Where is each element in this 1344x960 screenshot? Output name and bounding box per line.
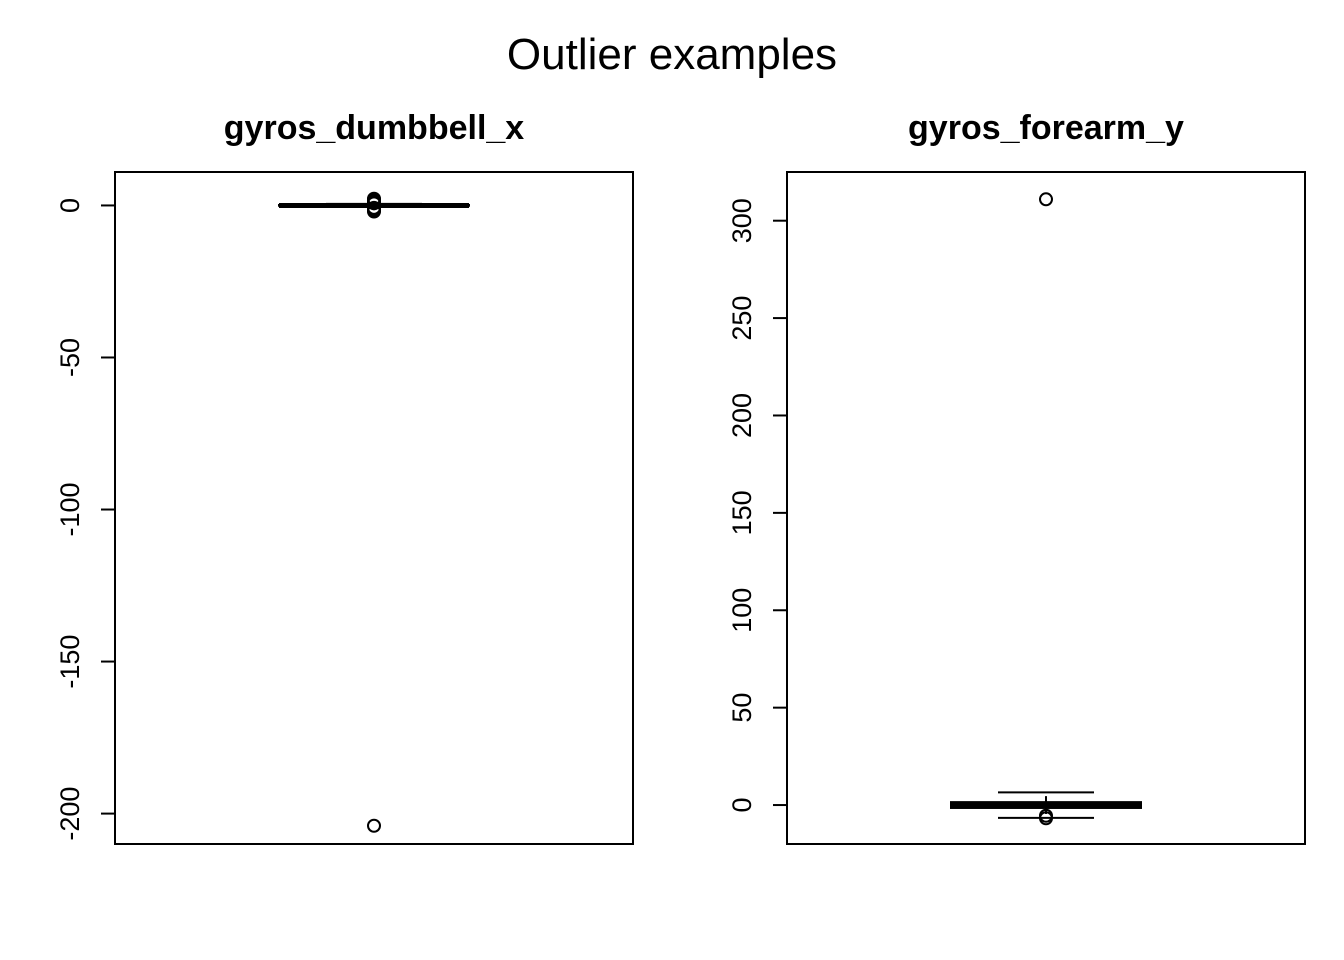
y-tick-label: -150	[55, 635, 85, 689]
y-tick-label: 300	[727, 198, 757, 243]
y-tick-label: 200	[727, 393, 757, 438]
boxplot-panel-gyros-dumbbell-x: gyros_dumbbell_x 0 -50 -100 -150 -200	[55, 109, 634, 845]
outlier-point	[1039, 192, 1053, 207]
y-tick-label: 0	[727, 798, 757, 813]
y-tick-label: 50	[727, 693, 757, 723]
y-tick-label: 0	[55, 198, 85, 213]
y-tick-label: 250	[727, 296, 757, 341]
plot-frame	[786, 171, 1306, 845]
outlier-point	[1039, 808, 1053, 823]
boxplot-panel-gyros-forearm-y: gyros_forearm_y 0 50 100 150 200 250 300	[727, 109, 1306, 845]
outliers	[1039, 192, 1053, 826]
y-tick-label: 100	[727, 588, 757, 633]
panel-title: gyros_dumbbell_x	[224, 109, 525, 147]
y-tick-label: -100	[55, 482, 85, 536]
outlier-point	[367, 204, 381, 219]
y-tick-label: 150	[727, 490, 757, 535]
outliers	[367, 191, 381, 833]
y-tick-label: -50	[55, 338, 85, 377]
y-tick-label: -200	[55, 787, 85, 841]
y-axis: 0 50 100 150 200 250 300	[727, 198, 787, 813]
figure-title: Outlier examples	[507, 30, 837, 79]
outlier-point	[367, 818, 381, 833]
outlier-point	[367, 196, 381, 211]
plot-frame	[114, 171, 634, 845]
box-plot	[950, 791, 1142, 819]
y-axis: 0 -50 -100 -150 -200	[55, 198, 115, 841]
panel-title: gyros_forearm_y	[908, 109, 1184, 147]
